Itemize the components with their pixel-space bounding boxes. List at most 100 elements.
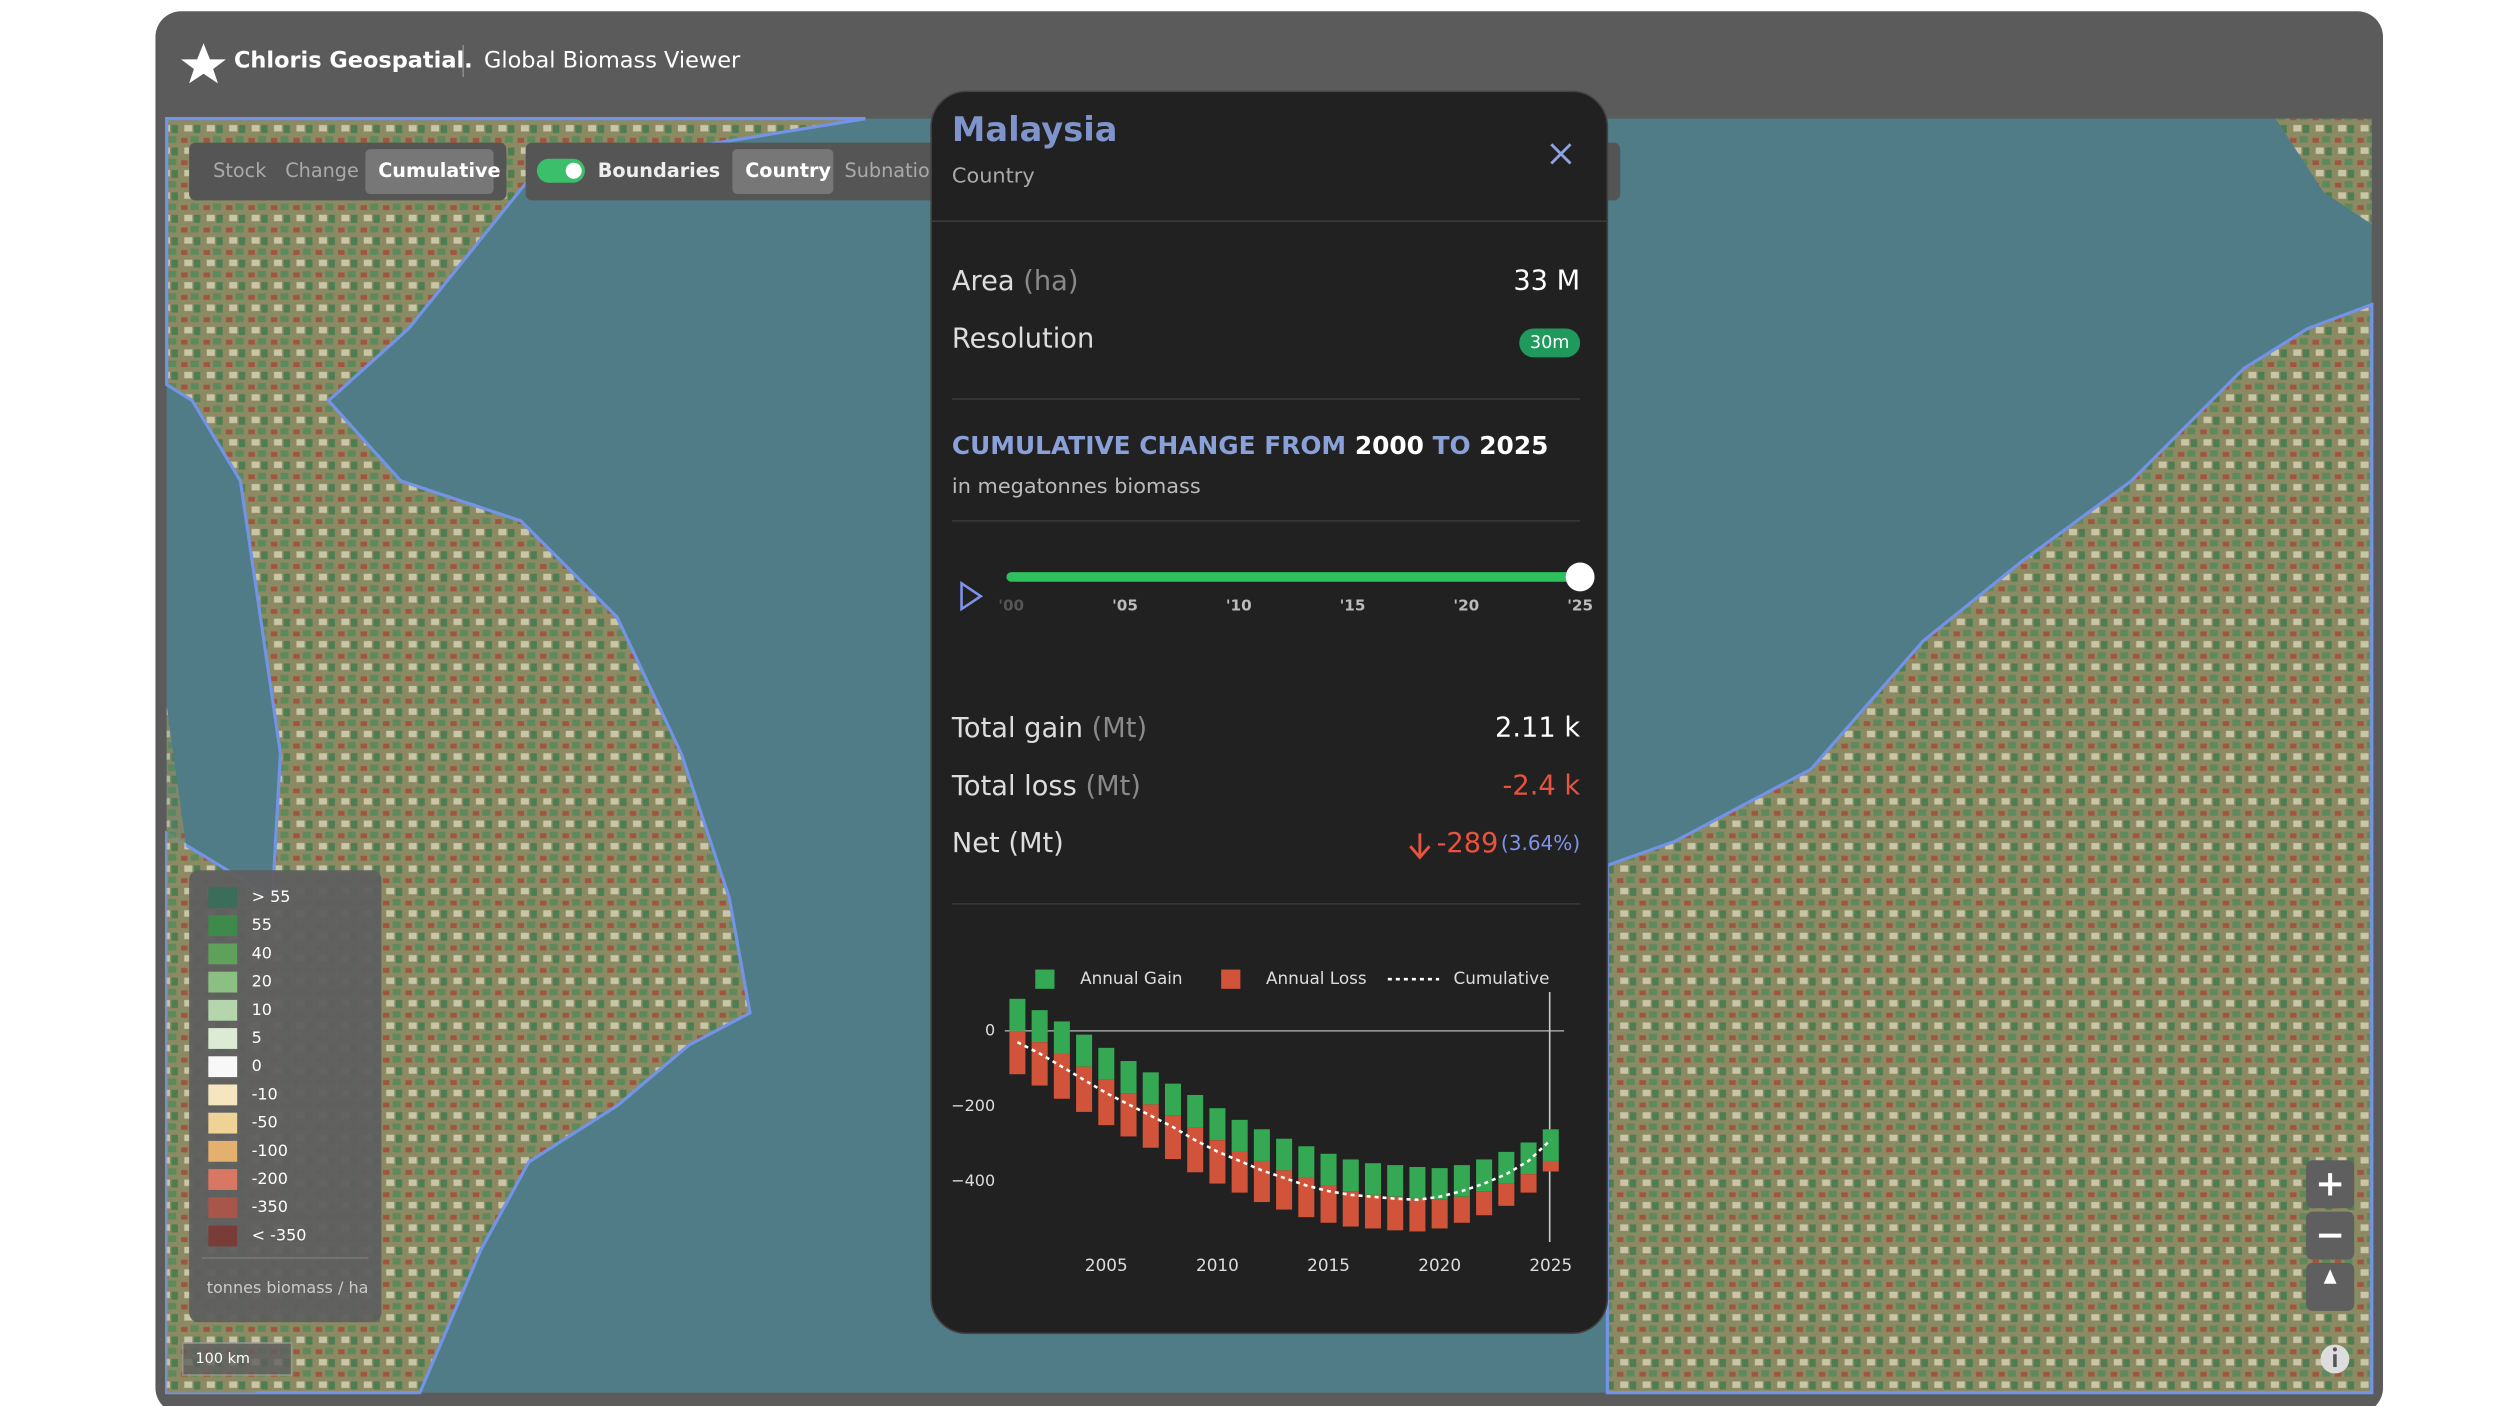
gain-bar xyxy=(1053,1021,1070,1054)
level-active xyxy=(732,149,834,194)
legend-swatch xyxy=(208,1056,238,1078)
legend-label: Cumulative xyxy=(1454,968,1550,988)
legend-label: -50 xyxy=(252,1113,278,1132)
stat-name: Total gain xyxy=(951,713,1083,744)
stat-value: 33 M xyxy=(1513,266,1580,297)
legend-label: -100 xyxy=(252,1141,288,1160)
scale-bar xyxy=(181,1342,293,1376)
loss-bar xyxy=(1187,1127,1204,1173)
gain-bar xyxy=(1031,1010,1048,1043)
legend-label: -10 xyxy=(252,1084,278,1103)
heading-to: 2025 xyxy=(1479,431,1548,460)
loss-bar xyxy=(1120,1093,1137,1137)
info-dot xyxy=(2332,1347,2338,1352)
legend-label: -200 xyxy=(252,1169,288,1188)
legend-swatch xyxy=(208,999,238,1021)
loss-bar xyxy=(1342,1191,1359,1227)
stat-label: Resolution xyxy=(952,323,1094,354)
gain-bar xyxy=(1009,998,1026,1031)
net-percent: (3.64%) xyxy=(1501,831,1580,855)
gain-bar xyxy=(1098,1047,1115,1080)
legend-swatch xyxy=(208,1028,238,1049)
mode-button[interactable]: Cumulative xyxy=(378,159,500,182)
slider-knob[interactable] xyxy=(1565,562,1595,592)
legend-swatch xyxy=(208,915,238,937)
region-level: Country xyxy=(952,163,1035,187)
gain-bar xyxy=(1253,1129,1270,1161)
section-subheading: in megatonnes biomass xyxy=(952,474,1201,498)
loss-bar xyxy=(1320,1185,1337,1223)
legend-swatch xyxy=(1035,969,1055,989)
legend-label: 20 xyxy=(252,972,272,991)
loss-bar xyxy=(1142,1104,1159,1148)
loss-bar xyxy=(1209,1140,1226,1184)
loss-bar xyxy=(1276,1170,1293,1210)
loss-bar xyxy=(1031,1042,1048,1086)
loss-bar xyxy=(1476,1191,1493,1216)
stat-label: Total gain (Mt) xyxy=(951,713,1147,744)
stat-label: Total loss (Mt) xyxy=(951,770,1141,801)
slider-label: '20 xyxy=(1453,596,1479,614)
stat-name: Total loss xyxy=(951,770,1077,801)
badge-text: 30m xyxy=(1530,333,1570,353)
mode-active xyxy=(365,149,494,194)
gain-bar xyxy=(1498,1151,1515,1184)
legend-label: 5 xyxy=(252,1028,262,1047)
loss-bar xyxy=(1298,1177,1315,1218)
reset-north[interactable] xyxy=(2306,1262,2355,1311)
x-tick-label: 2005 xyxy=(1085,1255,1128,1275)
boundaries-label: Boundaries xyxy=(598,159,720,182)
gain-bar xyxy=(1276,1138,1293,1171)
loss-bar xyxy=(1498,1183,1515,1206)
slider-label: '05 xyxy=(1112,596,1138,614)
y-tick-label: 0 xyxy=(985,1020,995,1039)
legend-label: -350 xyxy=(252,1197,288,1216)
x-tick-label: 2020 xyxy=(1418,1255,1461,1275)
mode-button[interactable]: Stock xyxy=(213,159,267,182)
legend-label: 10 xyxy=(252,1000,272,1019)
legend-swatch xyxy=(208,943,238,965)
level-button[interactable]: Country xyxy=(745,159,831,182)
legend-swatch xyxy=(208,1140,238,1162)
loss-bar xyxy=(1542,1160,1559,1172)
legend-unit: tonnes biomass / ha xyxy=(207,1278,369,1297)
gain-bar xyxy=(1387,1165,1404,1197)
x-tick-label: 2025 xyxy=(1529,1255,1572,1275)
north-icon xyxy=(2323,1269,2337,1284)
heading-from: 2000 xyxy=(1355,431,1424,460)
legend-swatch xyxy=(208,971,238,993)
mode-button[interactable]: Change xyxy=(285,159,359,182)
legend-label: 40 xyxy=(252,943,272,962)
x-tick-label: 2015 xyxy=(1307,1255,1350,1275)
stat-name: Area xyxy=(952,266,1015,297)
level-button[interactable]: Subnation xyxy=(845,159,942,182)
loss-bar xyxy=(1409,1198,1426,1232)
legend-swatch xyxy=(208,1169,238,1190)
gain-bar xyxy=(1364,1163,1381,1195)
loss-bar xyxy=(1009,1030,1026,1075)
gain-bar xyxy=(1453,1165,1470,1197)
gain-bar xyxy=(1120,1061,1137,1094)
gain-bar xyxy=(1542,1129,1559,1161)
loss-bar xyxy=(1231,1151,1248,1193)
legend-label: Annual Loss xyxy=(1266,968,1367,988)
y-tick-label: −200 xyxy=(951,1096,995,1115)
region-name: Malaysia xyxy=(952,110,1118,149)
loss-bar xyxy=(1076,1066,1093,1112)
legend-swatch xyxy=(208,1197,238,1219)
gain-bar xyxy=(1520,1142,1537,1175)
section-heading: CUMULATIVE CHANGE FROM 2000 TO 2025 xyxy=(952,431,1548,460)
loss-bar xyxy=(1053,1053,1070,1099)
legend-swatch xyxy=(208,1112,238,1134)
play-button[interactable] xyxy=(960,580,984,612)
gain-bar xyxy=(1431,1168,1448,1200)
close-button[interactable] xyxy=(1550,143,1572,165)
stat-label: Net (Mt) xyxy=(952,828,1064,859)
stat-value: 2.11 k xyxy=(1495,713,1580,744)
legend-label: > 55 xyxy=(252,887,291,906)
loss-bar xyxy=(1453,1196,1470,1223)
legend-swatch xyxy=(208,887,238,908)
x-tick-label: 2010 xyxy=(1196,1255,1239,1275)
loss-bar xyxy=(1387,1196,1404,1231)
